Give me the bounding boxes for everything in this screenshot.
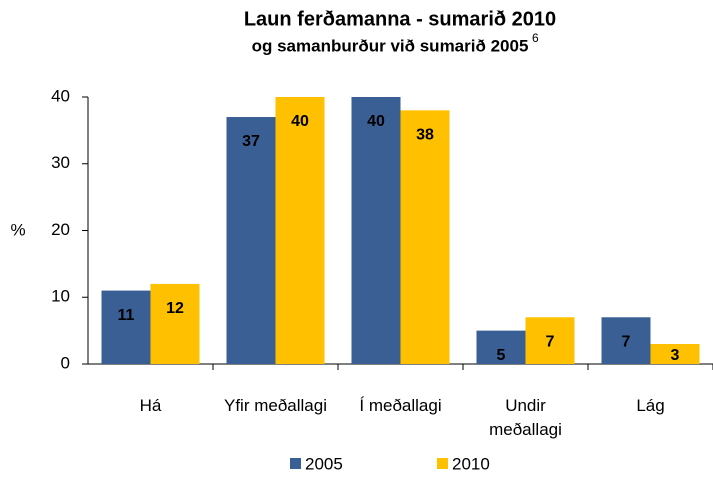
y-tick-label: 10 <box>51 287 70 306</box>
bar <box>650 343 700 364</box>
data-label: 7 <box>546 333 555 350</box>
data-label: 7 <box>622 333 631 350</box>
y-axis-label: % <box>10 220 25 239</box>
bar <box>226 117 276 365</box>
data-label: 3 <box>671 347 680 364</box>
legend-swatch <box>437 458 448 469</box>
bar <box>476 330 526 364</box>
bar <box>351 97 401 364</box>
footnote: 6 <box>532 31 539 45</box>
bar <box>101 290 151 364</box>
chart-subtitle: og samanburður við sumarið 2005 <box>252 36 529 55</box>
bar <box>400 110 450 364</box>
y-tick-label: 20 <box>51 220 70 239</box>
data-label: 5 <box>497 347 506 364</box>
x-tick-label: Í meðallagi <box>359 396 442 415</box>
bar <box>601 317 651 364</box>
data-label: 12 <box>166 300 184 317</box>
x-tick-label: Undir meðallagi <box>489 396 562 439</box>
chart-title: Laun ferðamanna - sumarið 2010 <box>244 8 556 30</box>
data-label: 11 <box>118 307 135 324</box>
legend-label: 2010 <box>452 454 490 473</box>
data-label: 38 <box>416 127 434 144</box>
legend-label: 2005 <box>305 454 343 473</box>
x-tick-label: Yfir meðallagi <box>224 396 327 415</box>
bar <box>275 97 325 364</box>
y-tick-label: 0 <box>61 353 70 372</box>
legend-swatch <box>290 458 301 469</box>
data-label: 40 <box>367 113 385 130</box>
y-tick-label: 40 <box>51 86 70 105</box>
data-label: 40 <box>291 113 309 130</box>
data-label: 37 <box>242 133 260 150</box>
x-tick-label: Há <box>139 396 162 415</box>
x-tick-label: Lág <box>636 396 665 415</box>
bar <box>150 283 200 364</box>
bar <box>525 317 575 364</box>
y-tick-label: 30 <box>51 153 70 172</box>
